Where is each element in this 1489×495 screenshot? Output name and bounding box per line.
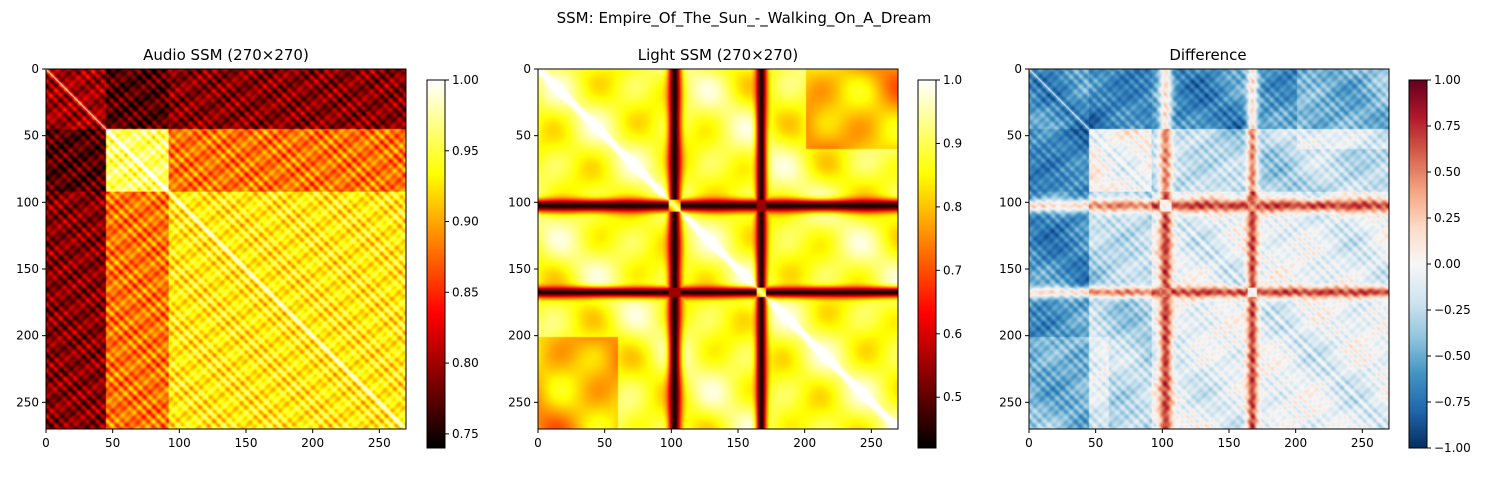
- x-tick-label: 150: [1218, 436, 1241, 450]
- colorbar-tick-label: 0.75: [1434, 119, 1461, 133]
- y-tick-label: 200: [16, 329, 39, 343]
- y-tick-label: 250: [508, 395, 531, 409]
- heatmap-image: [538, 69, 898, 429]
- x-tick-label: 200: [793, 436, 816, 450]
- x-tick-label: 100: [660, 436, 683, 450]
- y-tick-label: 50: [1007, 129, 1022, 143]
- y-tick-label: 100: [508, 195, 531, 209]
- colorbar-tick-label: 0.80: [452, 356, 479, 370]
- y-tick-label: 250: [16, 395, 39, 409]
- colorbar-tick-label: −1.00: [1434, 441, 1471, 455]
- y-tick-label: 200: [508, 329, 531, 343]
- x-tick-label: 50: [597, 436, 612, 450]
- y-tick-label: 150: [16, 262, 39, 276]
- colorbar-axis: 0.5 0.6 0.7 0.8 0.9 1.0: [936, 73, 962, 404]
- y-tick-label: 50: [516, 129, 531, 143]
- x-tick-label: 200: [301, 436, 324, 450]
- x-tick-label: 50: [105, 436, 120, 450]
- colorbar-axis: 0.75 0.80 0.85 0.90 0.95 1.00: [445, 73, 479, 441]
- y-tick-label: 50: [24, 129, 39, 143]
- colorbar-tick-label: −0.50: [1434, 349, 1471, 363]
- y-tick-label: 200: [999, 329, 1022, 343]
- colorbar-tick-label: 0.50: [1434, 165, 1461, 179]
- colorbar-tick-label: 0.9: [943, 136, 962, 150]
- y-tick-label: 0: [31, 62, 39, 76]
- colorbar: [427, 80, 445, 448]
- colorbar-tick-label: 0.00: [1434, 257, 1461, 271]
- colorbar: [1409, 80, 1427, 448]
- colorbar-tick-label: −0.75: [1434, 395, 1471, 409]
- panel-title: Audio SSM (270×270): [143, 46, 309, 64]
- figure-suptitle: SSM: Empire_Of_The_Sun_-_Walking_On_A_Dr…: [557, 9, 932, 28]
- panel-difference: Difference 0 50 100 150 200 250 0 50 100 150 200 2…: [999, 46, 1471, 455]
- colorbar-tick-label: −0.25: [1434, 303, 1471, 317]
- x-tick-label: 150: [727, 436, 750, 450]
- y-tick-label: 150: [999, 262, 1022, 276]
- panel-title: Light SSM (270×270): [638, 46, 799, 64]
- x-tick-label: 0: [1025, 436, 1033, 450]
- x-tick-label: 100: [168, 436, 191, 450]
- x-axis: 0 50 100 150 200 250: [1025, 429, 1374, 450]
- colorbar-tick-label: 1.00: [1434, 73, 1461, 87]
- heatmap-image: [46, 69, 406, 429]
- y-tick-label: 0: [523, 62, 531, 76]
- colorbar-tick-label: 0.7: [943, 263, 962, 277]
- x-axis: 0 50 100 150 200 250: [534, 429, 883, 450]
- colorbar-tick-label: 0.8: [943, 200, 962, 214]
- colorbar-tick-label: 0.5: [943, 390, 962, 404]
- x-tick-label: 250: [860, 436, 883, 450]
- y-tick-label: 0: [1014, 62, 1022, 76]
- y-axis: 0 50 100 150 200 250: [16, 62, 46, 409]
- panel-title: Difference: [1169, 46, 1246, 64]
- heatmap-image: [1029, 69, 1389, 429]
- panel-light-ssm: Light SSM (270×270) 0 50 100 150 200 250 0 50 1…: [508, 46, 962, 450]
- colorbar-tick-label: 0.85: [452, 285, 479, 299]
- x-tick-label: 100: [1151, 436, 1174, 450]
- x-tick-label: 50: [1088, 436, 1103, 450]
- axes-frame: [537, 68, 899, 430]
- colorbar-tick-label: 0.90: [452, 215, 479, 229]
- x-tick-label: 150: [235, 436, 258, 450]
- x-tick-label: 250: [368, 436, 391, 450]
- colorbar-tick-label: 1.00: [452, 73, 479, 87]
- y-axis: 0 50 100 150 200 250: [999, 62, 1029, 409]
- colorbar-tick-label: 0.25: [1434, 211, 1461, 225]
- axes-frame: [1028, 68, 1390, 430]
- y-tick-label: 100: [16, 195, 39, 209]
- colorbar-axis: 1.00 0.75 0.50 0.25 0.00 −0.25 −0.50 −0.75 −1.00: [1427, 73, 1471, 455]
- x-tick-label: 200: [1284, 436, 1307, 450]
- colorbar: [918, 80, 936, 448]
- colorbar-tick-label: 0.95: [452, 144, 479, 158]
- panel-audio-ssm: Audio SSM (270×270) 0 50 100 150 200 250 0 50 1…: [16, 46, 479, 450]
- x-tick-label: 250: [1351, 436, 1374, 450]
- colorbar-tick-label: 0.75: [452, 427, 479, 441]
- y-tick-label: 250: [999, 395, 1022, 409]
- x-axis: 0 50 100 150 200 250: [42, 429, 391, 450]
- colorbar-tick-label: 1.0: [943, 73, 962, 87]
- colorbar-tick-label: 0.6: [943, 327, 962, 341]
- x-tick-label: 0: [42, 436, 50, 450]
- colorbar-frame: [426, 79, 446, 449]
- y-tick-label: 150: [508, 262, 531, 276]
- axes-frame: [45, 68, 407, 430]
- x-tick-label: 0: [534, 436, 542, 450]
- colorbar-frame: [917, 79, 937, 449]
- y-axis: 0 50 100 150 200 250: [508, 62, 538, 409]
- y-tick-label: 100: [999, 195, 1022, 209]
